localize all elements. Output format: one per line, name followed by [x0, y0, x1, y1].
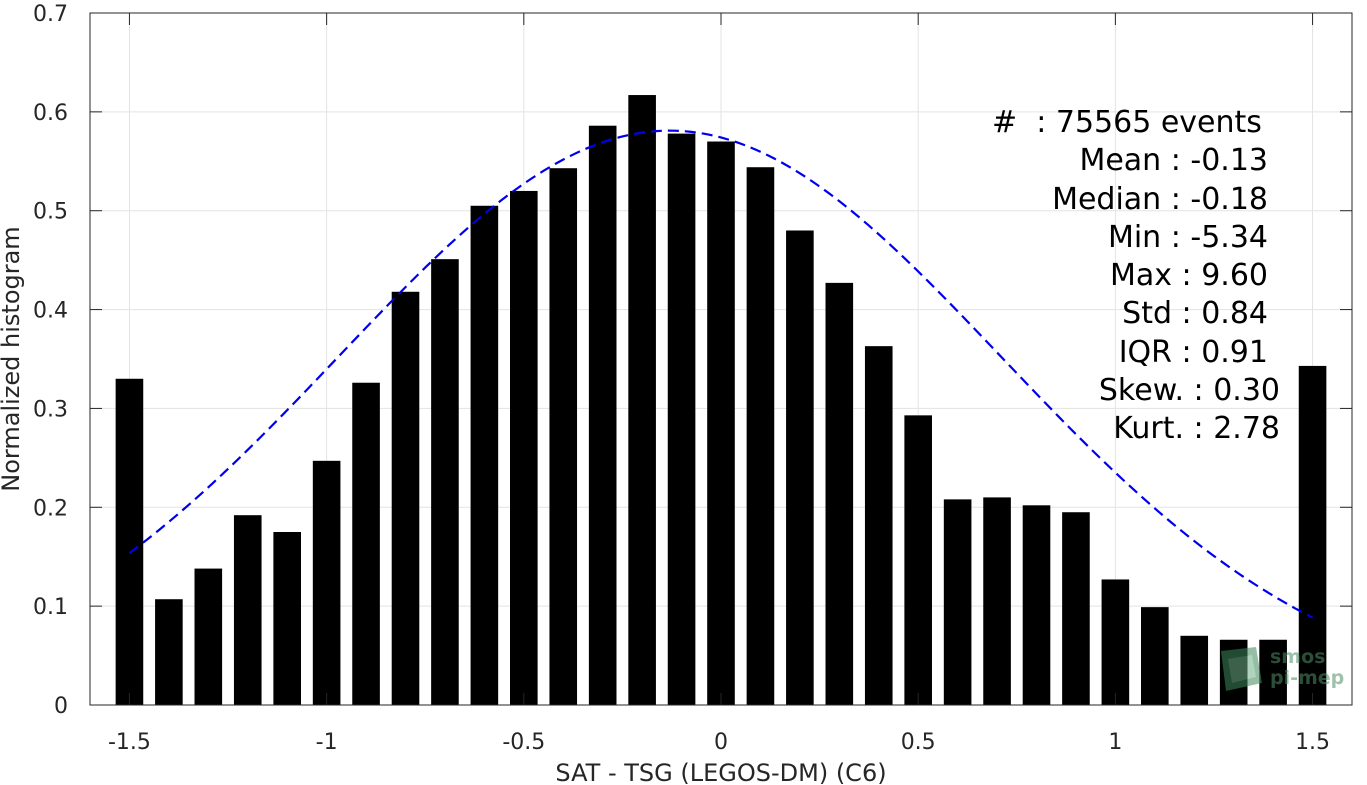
y-tick-label: 0.2: [33, 496, 68, 521]
histogram-bar: [1259, 639, 1287, 705]
histogram-bar: [943, 499, 972, 705]
histogram-bar: [825, 282, 854, 705]
stat-iqr: IQR : 0.91: [1118, 334, 1268, 370]
y-tick-label: 0.7: [33, 2, 68, 27]
stat-median: Median : -0.18: [1052, 181, 1268, 217]
stat-events: # : 75565 events: [992, 105, 1262, 140]
histogram-bar: [1101, 579, 1130, 705]
x-tick-label: 1: [1108, 730, 1122, 755]
watermark-line1: smos: [1270, 646, 1326, 668]
stat-max: Max : 9.60: [1110, 258, 1268, 294]
pi-mep-logo-icon: [1221, 647, 1262, 691]
x-tick-label: -0.5: [502, 730, 545, 755]
pi-mep-watermark: smos pi-mep: [1216, 645, 1351, 695]
y-tick-label: 0.6: [33, 101, 68, 126]
histogram-bar: [510, 190, 538, 705]
histogram-bar: [1180, 635, 1209, 705]
watermark-line2: pi-mep: [1270, 667, 1345, 689]
x-axis-label: SAT - TSG (LEGOS-DM) (C6): [555, 759, 886, 785]
histogram-bar: [312, 460, 341, 705]
histogram-bar: [904, 415, 932, 705]
histogram-bar: [1298, 365, 1327, 705]
histogram-bar: [588, 125, 617, 705]
histogram-bar: [707, 141, 735, 705]
histogram-bar: [628, 95, 656, 705]
histogram-bar: [155, 599, 183, 705]
histogram-bar: [549, 168, 578, 706]
histogram-bar: [431, 259, 459, 705]
x-tick-label: 0.5: [901, 730, 936, 755]
histogram-bar: [983, 497, 1011, 705]
stat-kurt: Kurt. : 2.78: [1113, 411, 1280, 447]
gaussian-fit-line: [128, 129, 1314, 619]
x-tick-label: 0: [714, 730, 728, 755]
y-tick-label: 0.3: [33, 397, 68, 422]
y-axis-label: Normalized histogram: [0, 226, 25, 491]
histogram-bar: [864, 346, 893, 705]
histogram-bar: [1022, 505, 1051, 705]
histogram-bar: [391, 291, 420, 705]
histogram-bar: [746, 167, 775, 705]
stat-std: Std : 0.84: [1122, 296, 1268, 332]
histogram-bar: [233, 515, 262, 705]
histogram-bar: [786, 230, 814, 705]
histogram-bar: [194, 568, 223, 705]
stat-mean: Mean : -0.13: [1079, 143, 1268, 179]
histogram-bar: [1062, 512, 1090, 705]
y-tick-label: 0: [54, 694, 68, 719]
histogram-bar: [115, 378, 144, 705]
histogram-bar: [1141, 607, 1169, 705]
x-tick-label: -1: [316, 730, 338, 755]
stat-min: Min : -5.34: [1107, 219, 1268, 255]
y-tick-label: 0.1: [33, 595, 68, 620]
histogram-bar: [352, 382, 380, 705]
x-tick-label: 1.5: [1295, 730, 1330, 755]
histogram-bar: [470, 205, 499, 705]
histogram-bar: [273, 532, 301, 705]
x-tick-label: -1.5: [108, 730, 151, 755]
y-tick-label: 0.5: [33, 200, 68, 225]
histogram-bar: [667, 133, 696, 705]
statistics-panel: # : 75565 events Mean : -0.13 Median : -…: [980, 104, 1280, 449]
y-tick-label: 0.4: [33, 299, 68, 324]
stat-skew: Skew. : 0.30: [1098, 373, 1280, 409]
